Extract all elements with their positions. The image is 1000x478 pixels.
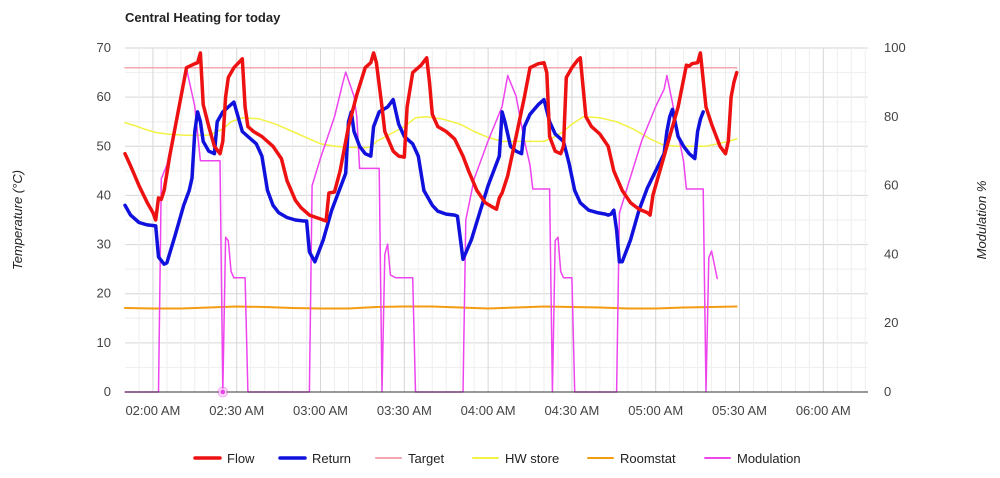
x-tick-label: 03:00 AM: [293, 403, 348, 418]
legend-return-label: Return: [312, 451, 351, 466]
y-tick-label: 60: [97, 89, 111, 104]
series-line-hw-store: [124, 116, 738, 149]
x-tick-label: 05:30 AM: [712, 403, 767, 418]
y2-tick-label: 0: [884, 384, 891, 399]
y-tick-label: 30: [97, 237, 111, 252]
y2-tick-label: 100: [884, 40, 906, 55]
legend: Flow Return Target HW store Roomstat Modulati…: [193, 451, 801, 466]
y-tick-label: 0: [104, 384, 111, 399]
y-tick-label: 10: [97, 335, 111, 350]
legend-modulation[interactable]: Modulation: [704, 451, 801, 466]
legend-target[interactable]: Target: [375, 451, 445, 466]
series-lines: [123, 51, 739, 393]
legend-target-label: Target: [408, 451, 445, 466]
hover-marker[interactable]: [219, 388, 227, 396]
legend-flow[interactable]: Flow: [193, 451, 255, 466]
series-line-modulation: [124, 67, 718, 393]
legend-return[interactable]: Return: [278, 451, 351, 466]
x-tick-label: 05:00 AM: [628, 403, 683, 418]
y2-tick-label: 40: [884, 246, 898, 261]
y-tick-label: 20: [97, 286, 111, 301]
x-tick-label: 03:30 AM: [377, 403, 432, 418]
x-tick-label: 06:00 AM: [796, 403, 851, 418]
right-axis-ticks: 0 20 40 60 80 100: [884, 40, 906, 399]
x-tick-label: 04:30 AM: [544, 403, 599, 418]
legend-roomstat-label: Roomstat: [620, 451, 676, 466]
left-axis-title: Temperature (°C): [10, 170, 25, 270]
legend-hw-store-label: HW store: [505, 451, 559, 466]
legend-modulation-label: Modulation: [737, 451, 801, 466]
legend-flow-label: Flow: [227, 451, 255, 466]
y2-tick-label: 60: [884, 178, 898, 193]
series-line-roomstat: [124, 305, 738, 310]
series-line-return: [123, 97, 705, 266]
series-line-flow: [123, 51, 739, 223]
y-tick-label: 40: [97, 187, 111, 202]
grid-lines: [125, 47, 868, 393]
chart-title: Central Heating for today: [125, 10, 281, 25]
x-tick-label: 04:00 AM: [461, 403, 516, 418]
x-tick-label: 02:30 AM: [209, 403, 264, 418]
y2-tick-label: 20: [884, 315, 898, 330]
x-tick-label: 02:00 AM: [125, 403, 180, 418]
y-tick-label: 70: [97, 40, 111, 55]
marker-layer: [217, 386, 229, 398]
y2-tick-label: 80: [884, 109, 898, 124]
legend-hw-store[interactable]: HW store: [472, 451, 559, 466]
y-tick-label: 50: [97, 138, 111, 153]
right-axis-title: Modulation %: [974, 181, 989, 260]
left-axis-ticks: 0 10 20 30 40 50 60 70: [97, 40, 111, 399]
x-axis-ticks: 02:00 AM 02:30 AM 03:00 AM 03:30 AM 04:00 AM…: [125, 403, 850, 418]
legend-roomstat[interactable]: Roomstat: [587, 451, 676, 466]
